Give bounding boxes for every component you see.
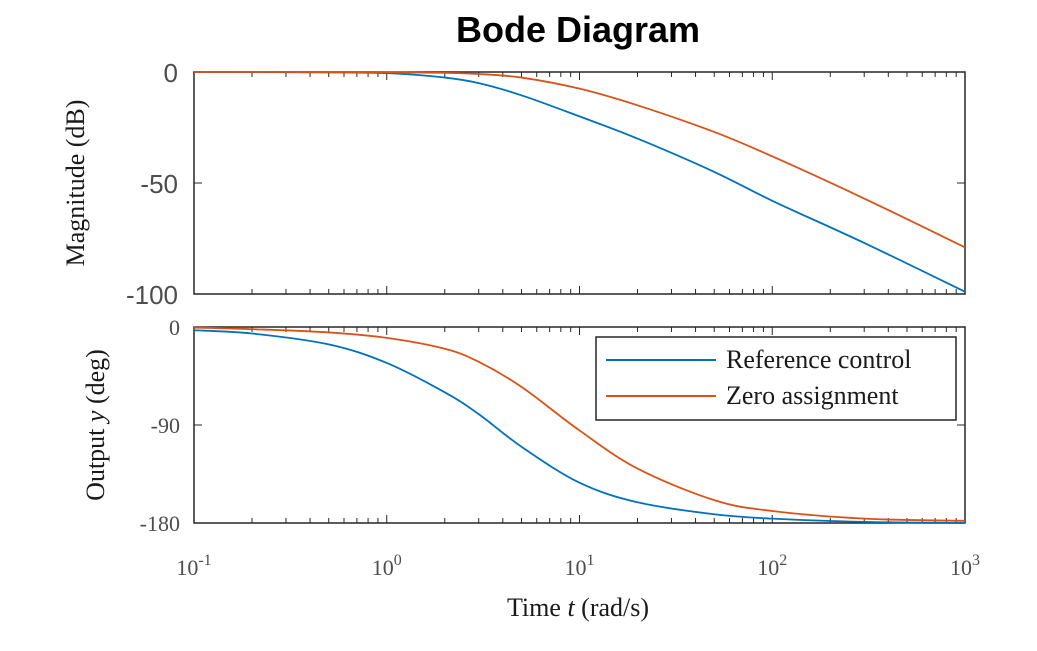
phase-ylabel: Output y (deg) xyxy=(81,349,110,501)
mag-y-tick-label: -100 xyxy=(126,280,178,310)
magnitude-plot-area xyxy=(193,71,966,295)
phase-y-tick-label: -90 xyxy=(151,413,180,438)
magnitude-y-tick-labels: 0 -50 -100 xyxy=(126,58,178,310)
x-tick-label: 101 xyxy=(565,552,595,580)
legend: Reference control Zero assignment xyxy=(595,336,957,421)
x-tick-label: 100 xyxy=(372,552,402,580)
mag-y-tick-label: -50 xyxy=(140,169,178,199)
legend-label-reference: Reference control xyxy=(726,345,912,374)
series-line-1 xyxy=(193,326,966,522)
x-tick-label: 103 xyxy=(950,552,980,580)
legend-label-zero-assignment: Zero assignment xyxy=(726,381,899,410)
x-tick-labels: 10-1 100 101 102 103 xyxy=(176,552,980,580)
series-line-0 xyxy=(193,329,966,524)
phase-y-tick-label: -180 xyxy=(140,511,180,536)
phase-y-tick-labels: 0 -90 -180 xyxy=(140,315,180,536)
phase-y-tick-label: 0 xyxy=(169,315,180,340)
phase-series xyxy=(193,326,966,524)
x-tick-label: 102 xyxy=(757,552,787,580)
chart-title: Bode Diagram xyxy=(456,9,700,50)
x-axis-label: Time t (rad/s) xyxy=(507,593,649,622)
magnitude-series xyxy=(193,71,966,293)
series-line-1 xyxy=(193,71,966,249)
x-tick-label: 10-1 xyxy=(176,552,211,580)
legend-box xyxy=(595,336,957,421)
mag-y-tick-label: 0 xyxy=(164,58,178,88)
magnitude-ylabel: Magnitude (dB) xyxy=(61,100,90,267)
